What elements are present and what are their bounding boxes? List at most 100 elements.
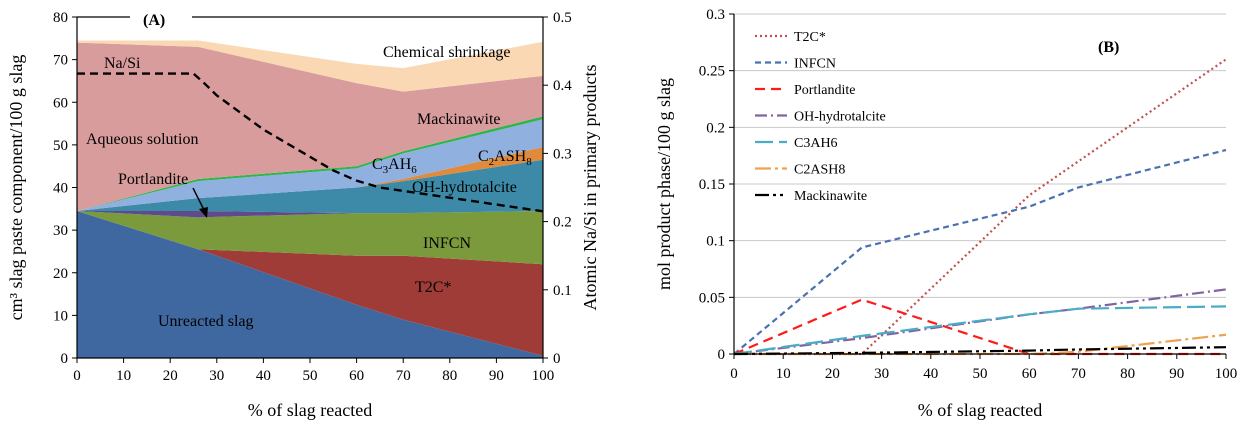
y-axis-right-title: Atomic Na/Si in primary products [580,65,600,311]
y-tick-label: 40 [53,181,68,197]
area-oh-hydrotalcite [77,159,543,214]
x-tick-label: 20 [163,368,178,384]
y-tick-label: 20 [53,266,68,282]
area-t2c- [77,210,543,356]
label-aqueous-solution: Aqueous solution [86,131,198,148]
series-t2c- [734,58,1227,356]
label-mackinawite: Mackinawite [417,111,501,128]
x-tick-label: 10 [116,368,131,384]
legend-label: C2ASH8 [794,163,845,178]
x-tick-label: 100 [532,368,555,384]
panel-b-label: (B) [1098,39,1119,56]
x-tick-label: 0 [73,368,81,384]
y-axis-title: mol product phase/100 g slag [654,78,674,290]
label-infcn: INFCN [423,235,471,252]
c3ah6-sub2: 6 [411,164,417,176]
y-right-tick-label: 0.2 [553,215,572,231]
area-unreacted-slag [77,210,543,358]
x-tick-label: 80 [1120,366,1135,382]
legend-label: T2C* [794,30,826,45]
x-tick-label: 50 [303,368,318,384]
series-portlandite [733,298,1226,356]
legend-label: INFCN [794,57,836,72]
label-c3ah6: C3AH6 [372,156,417,176]
axes: 0 10 20 30 40 50 60 70 80 90 100 0 0.05 0.1 0.15 0.2 0.2… [654,7,1237,420]
area-layers [77,40,543,358]
label-portlandite: Portlandite [118,171,188,188]
series-c3ah6 [733,305,1227,356]
y-tick-label: 80 [53,10,68,26]
y-tick-label: 60 [53,95,68,111]
x-tick-label: 60 [349,368,364,384]
legend-label: OH-hydrotalcite [794,110,886,125]
y-tick-label: 50 [53,138,68,154]
x-tick-label: 90 [1169,366,1184,382]
area-labels: Unreacted slag T2C* INFCN Portlandite OH… [86,44,532,330]
x-tick-label: 70 [1071,366,1086,382]
y-tick-label: 0.15 [699,177,725,193]
panel-a-label: (A) [143,12,165,29]
series-mackinawite [733,346,1227,356]
grid [734,13,1226,298]
area-aqueous-solution [77,42,543,211]
x-axis-title: % of slag reacted [918,400,1042,420]
area-portlandite [77,210,543,218]
x-tick-label: 50 [973,366,988,382]
x-tick-label: 30 [874,366,889,382]
legend-label: Portlandite [794,83,855,98]
y-right-tick-label: 0.5 [553,10,572,26]
x-tick-label: 20 [825,366,840,382]
y-tick-label: 30 [53,223,68,239]
y-tick-label: 70 [53,53,68,69]
legend: T2C* INFCN Portlandite OH-hydrotalcite C3AH6… [755,30,886,204]
c2ash8-sub2: 8 [526,156,532,168]
c3ah6-mid: AH [388,156,412,173]
label-c2ash8: C2ASH8 [478,148,532,168]
x-tick-label: 100 [1215,366,1238,382]
area-chemical-shrinkage [77,40,543,92]
legend-label: Mackinawite [794,189,867,204]
label-na-si: Na/Si [104,55,141,72]
na-si-line [77,72,544,213]
x-tick-label: 80 [442,368,457,384]
y-right-tick-label: 0.3 [553,146,572,162]
na-si-polyline [77,72,544,213]
y-tick-label: 0.1 [706,234,725,250]
y-tick-label: 0 [61,351,69,367]
portlandite-arrow [192,187,208,218]
legend-label: C3AH6 [794,136,838,151]
c2ash8-sub: 2 [489,156,495,168]
x-tick-label: 40 [256,368,271,384]
c2ash8-mid: ASH [494,148,526,165]
x-tick-label: 10 [776,366,791,382]
series-lines [733,58,1227,356]
x-axis-title: % of slag reacted [248,400,372,420]
panel-a-label-bg [130,8,192,30]
x-tick-label: 0 [730,366,738,382]
y-right-tick-label: 0 [553,351,561,367]
y-tick-label: 0.05 [699,290,725,306]
series-infcn [733,148,1227,355]
y-tick-label: 10 [53,308,68,324]
label-chemical-shrinkage: Chemical shrinkage [383,44,511,61]
area-infcn [77,210,543,265]
x-tick-label: 60 [1022,366,1037,382]
x-tick-label: 30 [209,368,224,384]
y-right-tick-label: 0.4 [553,78,572,94]
x-tick-label: 70 [396,368,411,384]
panel-a: 0 10 20 30 40 50 60 70 80 90 100010203040506070800… [6,8,600,420]
y-tick-label: 0.3 [706,7,725,23]
y-axis-title: cm³ slag paste component/100 g slag [6,55,26,321]
c3ah6-c: C [372,156,383,173]
y-right-tick-label: 0.1 [553,283,572,299]
y-tick-label: 0 [718,347,726,363]
x-tick-label: 90 [489,368,504,384]
label-unreacted-slag: Unreacted slag [158,313,254,330]
c3ah6-sub: 3 [383,164,389,176]
label-oh-hydrotalcite: OH-hydrotalcite [412,179,517,196]
panel-b: 0 10 20 30 40 50 60 70 80 90 100 0 0.05 0.1 0.15 0.2 0.2… [654,7,1237,420]
y-tick-label: 0.2 [706,120,725,136]
c2ash8-c: C [478,148,489,165]
label-t2c: T2C* [415,279,451,296]
